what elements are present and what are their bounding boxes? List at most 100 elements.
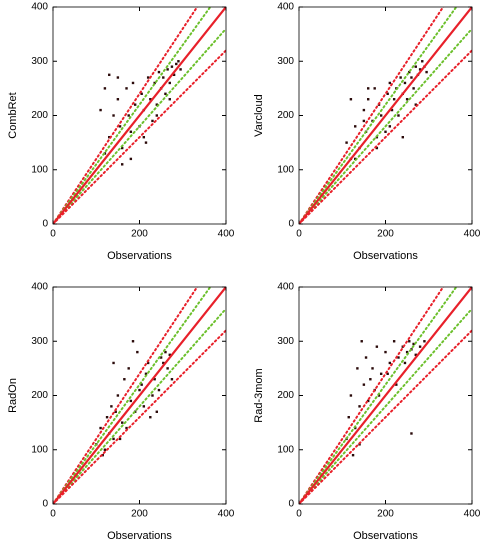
point: [108, 73, 111, 77]
point: [405, 350, 409, 354]
x-tick-label: 200: [131, 229, 148, 240]
point: [149, 416, 152, 419]
y-tick-label: 400: [31, 2, 48, 13]
point: [168, 353, 171, 357]
point: [103, 448, 107, 451]
point: [175, 62, 178, 66]
point: [162, 76, 165, 79]
y-tick-label: 0: [288, 499, 294, 510]
reference-line: [53, 7, 212, 224]
y-tick-label: 400: [277, 2, 294, 13]
reference-line: [299, 49, 472, 224]
point: [349, 394, 353, 397]
y-tick-label: 200: [277, 390, 294, 401]
point: [179, 68, 182, 71]
point: [408, 340, 411, 343]
x-axis-label: Observations: [353, 250, 418, 262]
x-tick-label: 400: [218, 229, 235, 240]
y-axis-label: Rad-3mom: [253, 368, 265, 422]
point: [397, 114, 400, 117]
panel: 0 200 400 0 100 200 300 400 Observations Rad-3mom: [253, 282, 481, 542]
point: [144, 141, 148, 144]
point: [371, 367, 374, 370]
point: [103, 87, 107, 90]
point: [159, 356, 163, 359]
point: [403, 81, 407, 85]
point: [168, 81, 171, 85]
point: [351, 453, 355, 457]
y-tick-label: 0: [288, 219, 294, 230]
x-axis-label: Observations: [107, 250, 172, 262]
point: [412, 87, 415, 90]
x-tick-label: 200: [377, 229, 394, 240]
point: [375, 345, 379, 348]
x-tick-label: 400: [464, 229, 481, 240]
reference-line: [299, 329, 472, 504]
point: [127, 367, 130, 370]
x-tick-label: 0: [296, 229, 302, 240]
point: [399, 76, 402, 79]
point: [146, 361, 150, 365]
point: [164, 350, 167, 354]
point: [367, 98, 370, 101]
point: [155, 114, 158, 117]
y-tick-label: 100: [31, 444, 48, 455]
point: [377, 394, 381, 397]
point: [112, 361, 115, 365]
point: [170, 65, 174, 68]
point: [354, 157, 357, 161]
point: [388, 81, 392, 85]
y-tick-label: 200: [277, 110, 294, 121]
x-tick-label: 400: [218, 509, 235, 520]
point: [369, 378, 372, 381]
y-axis-label: RadOn: [7, 378, 19, 413]
point: [388, 361, 392, 365]
reference-line: [299, 7, 472, 224]
point: [99, 426, 102, 430]
point: [157, 388, 161, 392]
x-tick-label: 0: [296, 509, 302, 520]
x-tick-label: 200: [377, 509, 394, 520]
point: [114, 410, 117, 413]
point: [153, 378, 156, 381]
y-tick-label: 300: [31, 56, 48, 67]
reference-line: [299, 307, 472, 504]
point: [155, 410, 158, 413]
point: [118, 437, 122, 441]
reference-line: [299, 287, 458, 504]
point: [151, 119, 154, 123]
point: [99, 108, 102, 112]
point: [144, 372, 148, 375]
point: [118, 125, 122, 128]
x-tick-label: 0: [50, 229, 56, 240]
point: [155, 103, 158, 106]
point: [162, 361, 165, 365]
reference-line: [53, 27, 226, 224]
point: [112, 437, 115, 441]
point: [133, 103, 137, 106]
point: [410, 432, 413, 435]
point: [172, 73, 176, 77]
point: [384, 130, 387, 133]
point: [414, 103, 417, 106]
point: [138, 388, 141, 392]
point: [140, 92, 143, 95]
point: [414, 65, 417, 68]
point: [379, 372, 383, 375]
point: [379, 114, 383, 117]
point: [108, 136, 111, 139]
point: [123, 378, 126, 381]
point: [129, 157, 133, 161]
plot-area: [299, 287, 472, 504]
reference-line: [299, 287, 445, 504]
point: [164, 92, 167, 95]
point: [375, 146, 379, 150]
point: [140, 383, 143, 386]
point: [146, 76, 150, 79]
point: [170, 378, 174, 381]
y-tick-label: 300: [31, 336, 48, 347]
point: [390, 108, 394, 112]
panel: 0 200 400 0 100 200 300 400 Observations RadOn: [7, 282, 235, 542]
point: [356, 367, 359, 370]
